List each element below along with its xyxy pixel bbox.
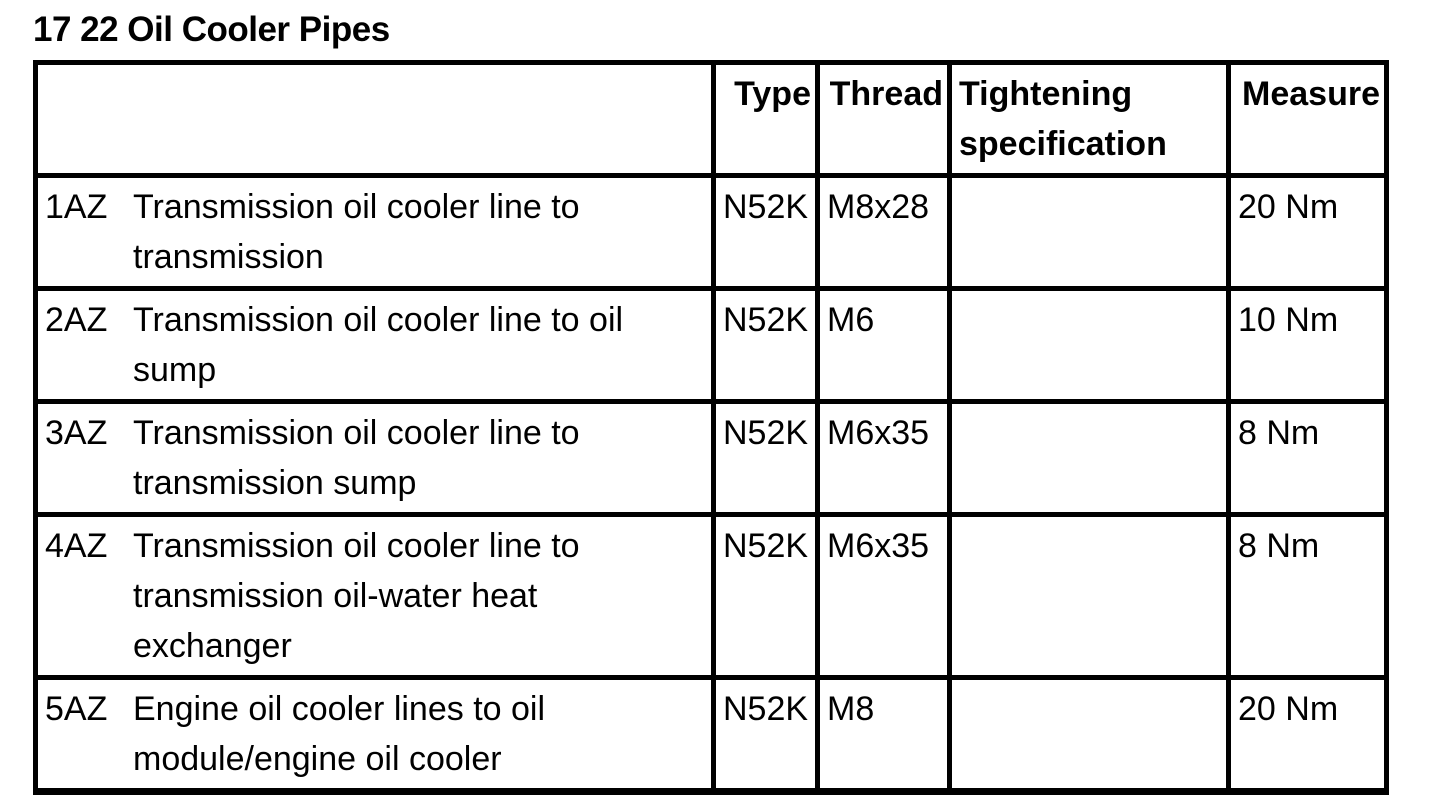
row-id-label: 2AZ xyxy=(45,301,108,339)
thread-cell: M6x35 xyxy=(815,512,952,680)
thread-cell: M6 xyxy=(815,286,952,404)
description-cell: 5AZ Engine oil cooler lines to oil modul… xyxy=(33,675,716,794)
type-cell: N52K xyxy=(711,675,820,794)
table-row: 5AZ Engine oil cooler lines to oil modul… xyxy=(33,675,1389,794)
thread-cell: M8 xyxy=(815,675,952,794)
type-cell: N52K xyxy=(711,512,820,680)
table-row: 3AZ Transmission oil cooler line to tran… xyxy=(33,399,1389,517)
column-header-description xyxy=(33,60,716,178)
row-description: Transmission oil cooler line to transmis… xyxy=(133,414,580,502)
row-id-label: 3AZ xyxy=(45,414,108,452)
document-page: 17 22 Oil Cooler Pipes Type Thread Tight… xyxy=(0,10,1440,798)
tightening-cell xyxy=(947,286,1231,404)
column-header-tightening-specification: Tightening specification xyxy=(947,60,1231,178)
row-description: Engine oil cooler lines to oil module/en… xyxy=(133,690,546,778)
row-id-label: 1AZ xyxy=(45,188,108,226)
column-header-thread: Thread xyxy=(815,60,952,178)
measure-cell: 10 Nm xyxy=(1226,286,1389,404)
table-header-row: Type Thread Tightening specification Mea… xyxy=(33,60,1389,178)
description-cell: 2AZ Transmission oil cooler line to oil … xyxy=(33,286,716,404)
description-cell: 3AZ Transmission oil cooler line to tran… xyxy=(33,399,716,517)
page-title: 17 22 Oil Cooler Pipes xyxy=(33,10,390,49)
measure-cell: 20 Nm xyxy=(1226,675,1389,794)
description-cell: 1AZ Transmission oil cooler line to tran… xyxy=(33,173,716,291)
thread-cell: M6x35 xyxy=(815,399,952,517)
column-header-measure: Measure xyxy=(1226,60,1389,178)
type-cell: N52K xyxy=(711,286,820,404)
table-row: 2AZ Transmission oil cooler line to oil … xyxy=(33,286,1389,404)
row-id-label: 5AZ xyxy=(45,690,108,728)
measure-cell: 20 Nm xyxy=(1226,173,1389,291)
row-description: Transmission oil cooler line to oil sump xyxy=(133,301,624,389)
tightening-cell xyxy=(947,675,1231,794)
oil-cooler-pipes-table: Type Thread Tightening specification Mea… xyxy=(33,60,1389,795)
thread-cell: M8x28 xyxy=(815,173,952,291)
tightening-cell xyxy=(947,173,1231,291)
column-header-type: Type xyxy=(711,60,820,178)
row-description: Transmission oil cooler line to transmis… xyxy=(133,527,580,665)
row-description: Transmission oil cooler line to transmis… xyxy=(133,188,580,276)
measure-cell: 8 Nm xyxy=(1226,399,1389,517)
tightening-cell xyxy=(947,399,1231,517)
table-row: 1AZ Transmission oil cooler line to tran… xyxy=(33,173,1389,291)
measure-cell: 8 Nm xyxy=(1226,512,1389,680)
type-cell: N52K xyxy=(711,399,820,517)
tightening-cell xyxy=(947,512,1231,680)
type-cell: N52K xyxy=(711,173,820,291)
description-cell: 4AZ Transmission oil cooler line to tran… xyxy=(33,512,716,680)
table-row: 4AZ Transmission oil cooler line to tran… xyxy=(33,512,1389,680)
row-id-label: 4AZ xyxy=(45,527,108,565)
